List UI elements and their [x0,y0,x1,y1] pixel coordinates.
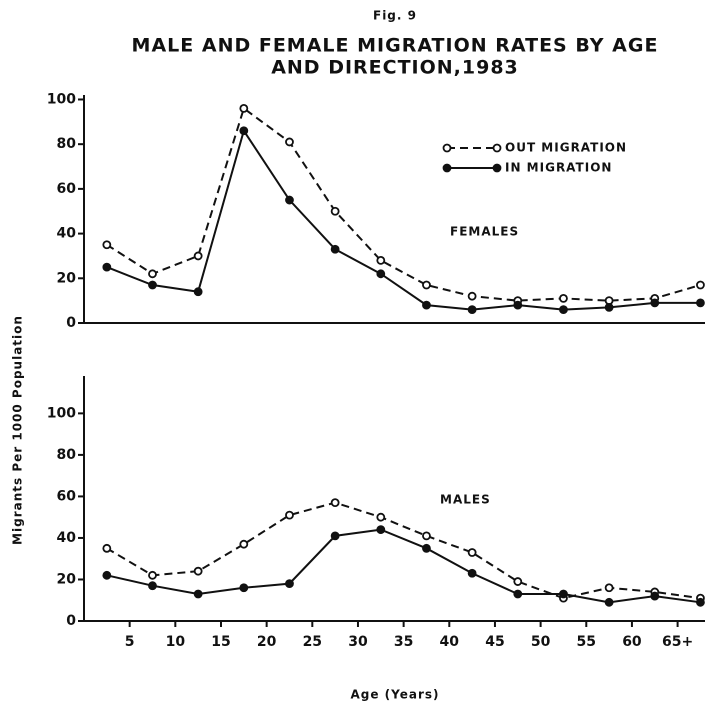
data-point [467,291,477,301]
data-point [285,137,294,147]
data-point [239,539,249,549]
data-point [559,294,568,303]
data-point [513,300,523,310]
panel-annotation: MALES [440,493,491,507]
data-point [239,126,249,136]
y-tick-label: 0 [66,315,76,331]
chart-title: AND DIRECTION,1983 [271,57,519,79]
y-tick-label: 60 [57,488,77,504]
series-line [106,106,701,302]
data-point [376,525,386,535]
data-point [422,280,431,290]
x-tick-label: 10 [166,634,186,650]
y-tick-label: 100 [47,405,76,421]
x-tick-label: 25 [303,634,322,650]
data-point [148,269,157,279]
data-point [604,583,614,593]
data-point [239,104,249,113]
x-tick-label: 55 [577,634,596,650]
y-tick-label: 40 [57,226,77,242]
data-point [193,251,203,261]
x-tick-label: 35 [394,634,413,650]
data-point [422,543,431,553]
data-point [696,280,705,290]
x-tick-label: 65+ [662,634,693,650]
data-point [102,262,112,272]
data-point [650,591,660,601]
y-tick-label: 20 [57,270,77,286]
data-point [330,531,340,541]
data-point [513,589,523,599]
data-point [193,287,203,297]
data-point [376,256,386,265]
data-point [376,269,386,279]
data-point [650,298,660,308]
legend-marker [492,163,502,173]
x-tick-label: 5 [125,634,135,650]
data-point [376,512,386,522]
data-point [696,298,705,308]
data-point [330,206,340,216]
data-point [696,597,705,607]
data-point [193,589,203,599]
data-point [513,577,523,586]
figure-label: Fig. 9 [373,9,417,23]
y-axis-label: Migrants Per 1000 Population [11,315,25,545]
x-tick-label: 40 [440,634,460,650]
y-tick-label: 20 [57,571,77,587]
data-point [148,581,157,591]
y-tick-label: 40 [57,530,77,546]
x-tick-label: 50 [531,634,551,650]
x-tick-label: 60 [622,634,642,650]
legend-label: OUT MIGRATION [505,141,627,155]
data-point [330,498,340,508]
data-point [559,589,568,599]
x-tick-label: 15 [211,634,230,650]
data-point [467,305,477,314]
y-tick-label: 80 [57,447,77,463]
legend-marker [442,143,452,153]
legend-label: IN MIGRATION [505,161,612,175]
data-point [193,566,203,576]
data-point [102,570,112,580]
data-point [604,597,614,607]
y-tick-label: 80 [57,136,77,152]
x-tick-label: 45 [485,634,504,650]
data-point [422,531,431,541]
series-line [106,528,701,604]
y-tick-label: 100 [47,91,76,107]
data-point [148,280,157,290]
x-tick-label: 30 [348,634,368,650]
chart-title: MALE AND FEMALE MIGRATION RATES BY AGE [132,35,659,57]
data-point [604,302,614,312]
data-point [285,579,294,589]
data-point [285,510,294,520]
x-axis-label: Age (Years) [350,688,439,702]
data-point [467,548,477,557]
data-point [422,300,431,310]
data-point [330,244,340,254]
data-point [285,195,294,205]
y-tick-label: 60 [57,181,77,197]
x-tick-label: 20 [257,634,277,650]
data-point [559,305,568,314]
series-line [106,128,701,311]
panel-annotation: FEMALES [450,225,519,239]
legend-marker [442,163,452,173]
data-point [102,543,112,553]
data-point [148,570,157,580]
series-line [106,501,701,600]
y-tick-label: 0 [66,613,76,629]
data-point [467,568,477,578]
legend-marker [492,143,502,153]
data-point [102,240,112,250]
data-point [239,583,249,593]
